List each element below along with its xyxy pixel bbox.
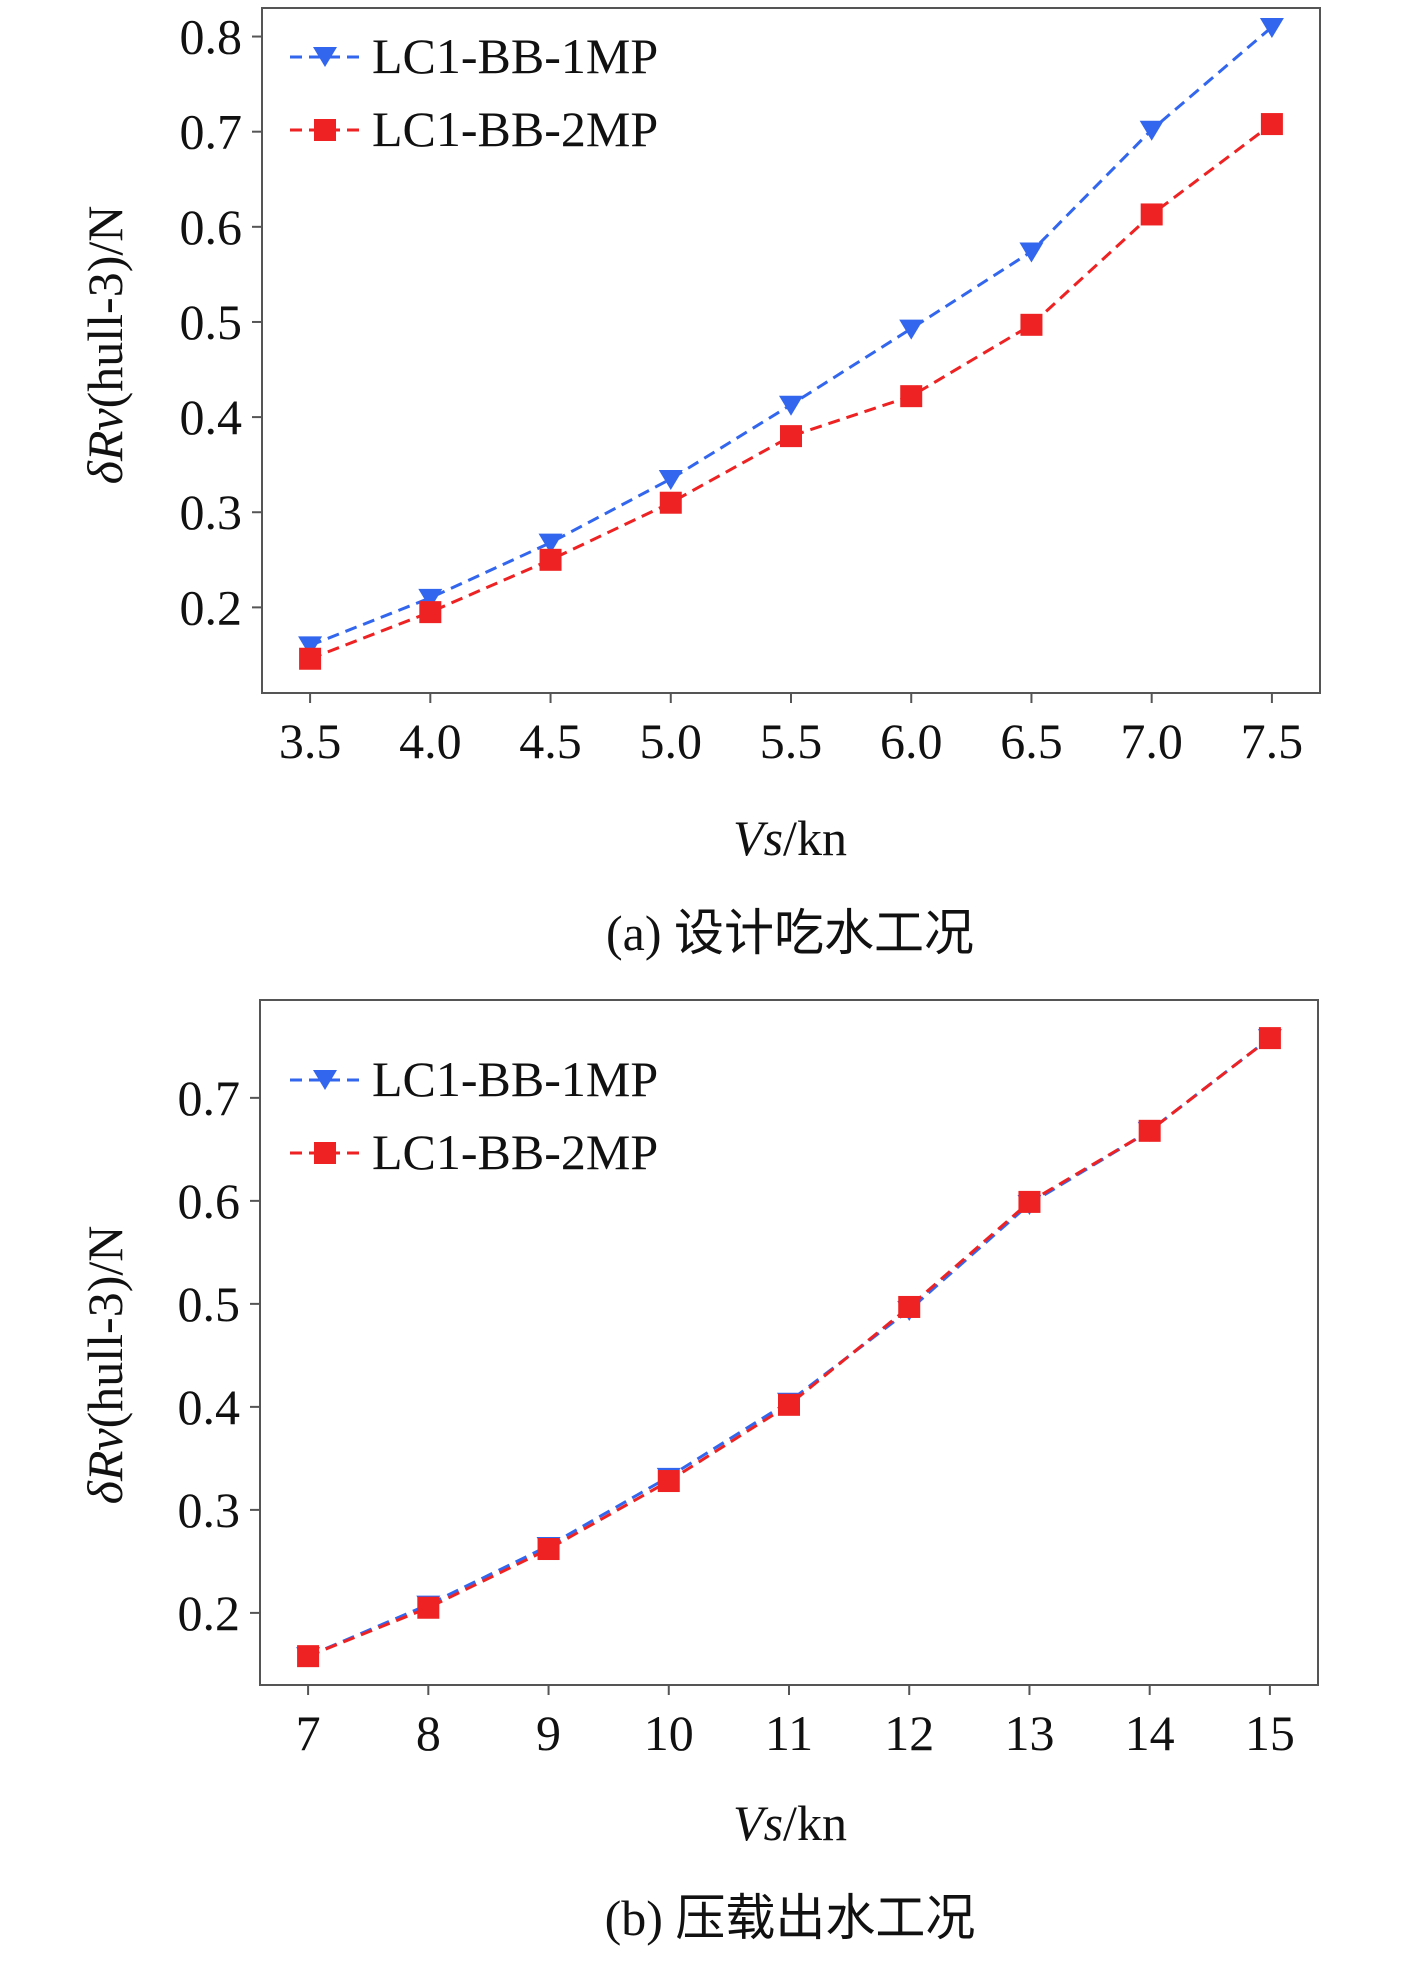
x-tick-label: 11 — [765, 1705, 813, 1761]
data-point-lc1-bb-2mp — [1258, 1027, 1281, 1050]
legend-label-series-2: LC1-BB-2MP — [372, 101, 658, 157]
x-tick-label: 8 — [416, 1705, 441, 1761]
data-point-lc1-bb-2mp — [1018, 1190, 1041, 1213]
data-point-lc1-bb-2mp — [1138, 1119, 1161, 1142]
y-tick-label: 0.3 — [178, 1482, 241, 1538]
data-point-lc1-bb-2mp — [659, 491, 682, 514]
y-tick-label: 0.4 — [178, 1379, 241, 1435]
x-tick-label: 12 — [884, 1705, 934, 1761]
y-tick-label: 0.6 — [178, 1173, 241, 1229]
x-tick-label: 3.5 — [279, 713, 342, 769]
data-point-lc1-bb-2mp — [297, 1645, 320, 1668]
legend-marker-square — [314, 1142, 336, 1164]
data-point-lc1-bb-2mp — [537, 1538, 560, 1561]
chart-a-legend: LC1-BB-1MP LC1-BB-2MP — [290, 28, 658, 157]
x-tick-label: 4.0 — [399, 713, 462, 769]
y-tick-label: 0.3 — [180, 484, 243, 540]
x-tick-label: 9 — [536, 1705, 561, 1761]
data-point-lc1-bb-1mp — [658, 469, 683, 490]
legend-label-series-1: LC1-BB-1MP — [372, 1051, 658, 1107]
y-tick-label: 0.5 — [180, 294, 243, 350]
legend-marker-triangle-down — [313, 47, 337, 67]
data-point-lc1-bb-1mp — [899, 319, 924, 340]
y-tick-label: 0.5 — [178, 1276, 241, 1332]
data-point-lc1-bb-1mp — [1259, 18, 1284, 39]
chart-b-x-axis-label: Vs/kn — [733, 1795, 847, 1851]
y-tick-label: 0.2 — [180, 579, 243, 635]
x-tick-label: 13 — [1004, 1705, 1054, 1761]
x-tick-label: 15 — [1245, 1705, 1295, 1761]
data-point-lc1-bb-2mp — [419, 601, 442, 624]
legend-label-series-2: LC1-BB-2MP — [372, 1124, 658, 1180]
legend-label-series-1: LC1-BB-1MP — [372, 28, 658, 84]
series-line-lc1-bb-2mp — [309, 122, 1273, 661]
y-tick-label: 0.7 — [178, 1070, 241, 1126]
data-point-lc1-bb-2mp — [1260, 113, 1283, 136]
x-tick-label: 4.5 — [519, 713, 582, 769]
x-tick-label: 6.0 — [880, 713, 943, 769]
y-tick-label: 0.2 — [178, 1585, 241, 1641]
x-tick-label: 7 — [296, 1705, 321, 1761]
data-point-lc1-bb-2mp — [1020, 313, 1043, 336]
y-tick-label: 0.4 — [180, 389, 243, 445]
data-point-lc1-bb-2mp — [778, 1393, 800, 1416]
chart-b-caption: (b) 压载出水工况 — [605, 1890, 976, 1946]
data-point-lc1-bb-1mp — [1019, 242, 1044, 263]
x-tick-label: 6.5 — [1000, 713, 1063, 769]
y-tick-label: 0.7 — [180, 104, 243, 160]
x-tick-label: 7.5 — [1241, 713, 1304, 769]
x-tick-label: 10 — [644, 1705, 694, 1761]
data-point-lc1-bb-1mp — [779, 395, 803, 416]
data-point-lc1-bb-2mp — [898, 1295, 921, 1318]
chart-b-legend: LC1-BB-1MP LC1-BB-2MP — [290, 1051, 658, 1180]
data-point-lc1-bb-1mp — [1139, 120, 1164, 141]
chart-a-caption: (a) 设计吃水工况 — [606, 905, 974, 961]
data-point-lc1-bb-1mp — [538, 533, 563, 554]
chart-b-svg: 7 8 9 10 11 12 13 14 15 0.2 0.3 0.4 0.5 0.6 0.7 LC1-BB… — [77, 999, 1319, 1946]
data-point-lc1-bb-2mp — [417, 1596, 440, 1619]
data-point-lc1-bb-1mp — [418, 588, 443, 609]
data-point-lc1-bb-1mp — [298, 636, 323, 657]
x-tick-label: 5.0 — [640, 713, 703, 769]
chart-a-y-axis-label: δRv(hull-3)/N — [77, 206, 133, 485]
data-point-lc1-bb-2mp — [900, 385, 923, 408]
data-point-lc1-bb-2mp — [539, 548, 562, 571]
data-point-lc1-bb-2mp — [1140, 203, 1163, 226]
data-point-lc1-bb-2mp — [299, 647, 322, 670]
data-point-lc1-bb-2mp — [780, 425, 802, 448]
legend-marker-triangle-down — [313, 1070, 337, 1090]
x-tick-label: 7.0 — [1120, 713, 1183, 769]
chart-panel-b: 7 8 9 10 11 12 13 14 15 0.2 0.3 0.4 0.5 0.6 0.7 LC1-BB… — [0, 985, 1417, 1970]
y-tick-label: 0.8 — [180, 9, 243, 65]
chart-a-svg: 3.5 4.0 4.5 5.0 5.5 6.0 6.5 7.0 7.5 0.2 0.3 0.4 0.5 0… — [77, 7, 1321, 961]
chart-a-x-axis-label: Vs/kn — [733, 810, 847, 866]
legend-marker-square — [314, 119, 336, 141]
data-point-lc1-bb-2mp — [657, 1470, 680, 1493]
chart-b-y-axis-label: δRv(hull-3)/N — [77, 1226, 133, 1505]
x-tick-label: 14 — [1125, 1705, 1175, 1761]
x-tick-label: 5.5 — [760, 713, 823, 769]
chart-panel-a: 3.5 4.0 4.5 5.0 5.5 6.0 6.5 7.0 7.5 0.2 0.3 0.4 0.5 0… — [0, 0, 1417, 985]
y-tick-label: 0.6 — [180, 199, 243, 255]
